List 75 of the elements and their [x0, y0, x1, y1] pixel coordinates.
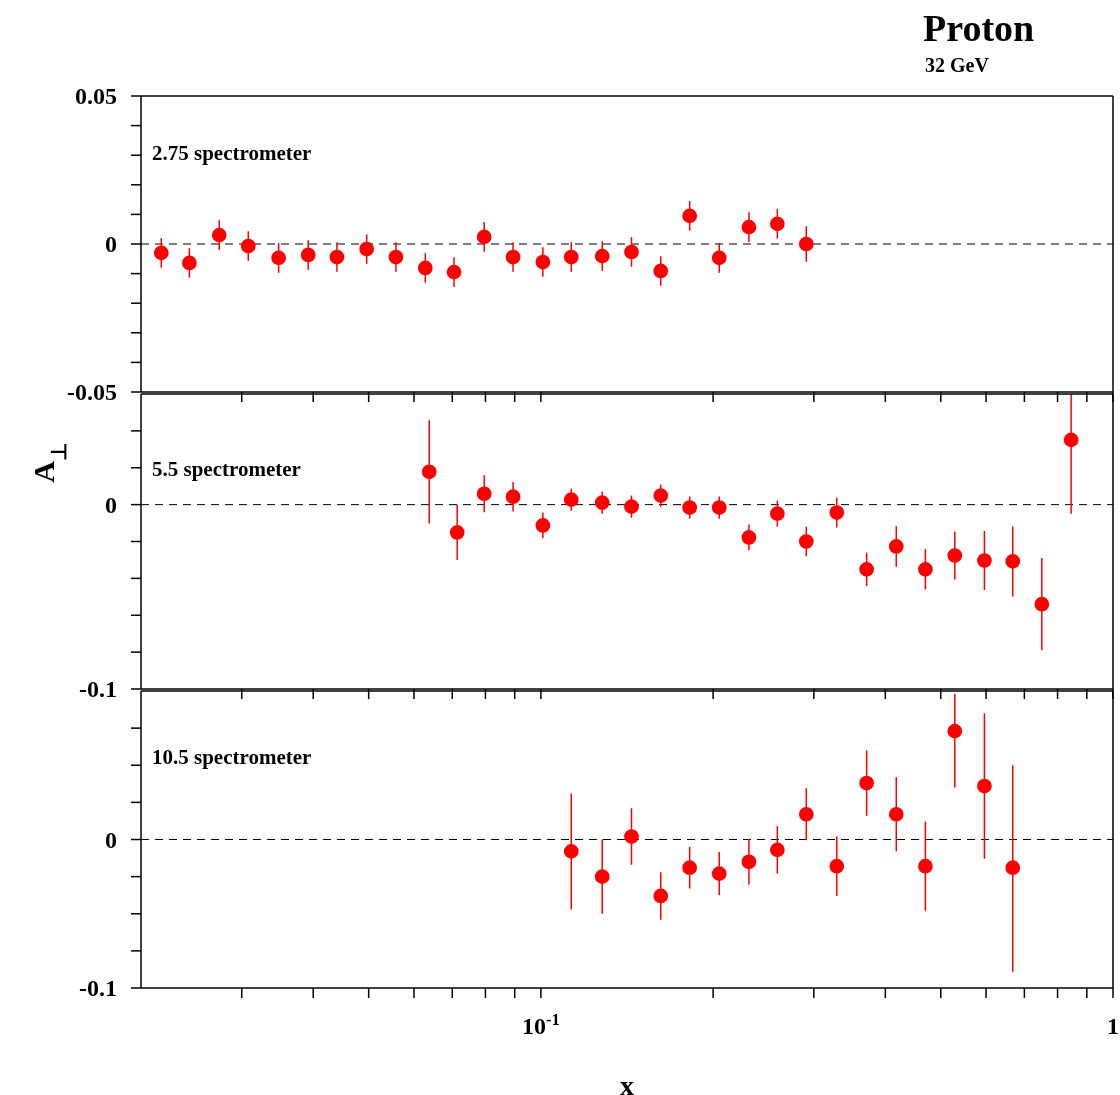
y-tick-label: 0	[105, 231, 117, 257]
point	[417, 260, 433, 276]
point	[888, 806, 904, 822]
chart-title: Proton	[923, 6, 1035, 50]
point	[711, 866, 727, 881]
point	[653, 888, 669, 904]
point	[653, 263, 669, 279]
point	[476, 486, 492, 502]
point	[741, 530, 757, 545]
point	[182, 255, 197, 271]
point	[977, 778, 992, 794]
point	[505, 249, 521, 265]
point	[329, 249, 345, 265]
point	[594, 248, 610, 264]
point	[888, 539, 904, 554]
point	[798, 534, 814, 549]
y-tick-label: -0.1	[79, 676, 117, 702]
point	[624, 829, 639, 844]
y-tick-label: -0.05	[67, 379, 117, 405]
point	[829, 505, 845, 520]
point	[153, 245, 169, 261]
point	[947, 723, 963, 739]
point	[1063, 432, 1079, 448]
point	[535, 254, 551, 270]
point	[682, 208, 698, 224]
point	[563, 844, 579, 859]
point	[741, 854, 757, 870]
point	[446, 264, 462, 280]
point	[240, 238, 256, 254]
y-tick-label: -0.1	[79, 975, 117, 1001]
point	[829, 858, 845, 874]
point	[653, 488, 669, 503]
annotation: 10.5 spectrometer	[152, 745, 312, 770]
point	[563, 492, 579, 507]
point	[682, 860, 698, 876]
point	[594, 869, 610, 884]
point	[563, 249, 579, 265]
annotation: 2.75 spectrometer	[152, 141, 312, 166]
point	[1005, 554, 1021, 569]
point	[211, 227, 227, 243]
point	[594, 495, 610, 510]
point	[624, 499, 639, 514]
point	[859, 775, 874, 791]
y-tick-label: 0	[105, 826, 117, 853]
x-tick-label: 1	[1107, 1013, 1119, 1039]
point	[359, 241, 375, 257]
point	[271, 250, 286, 266]
x-axis-title: x	[620, 1070, 634, 1095]
point	[624, 244, 639, 260]
point	[769, 842, 785, 858]
x-tick-label: 10$^{-1}$	[521, 1009, 560, 1039]
point	[918, 562, 933, 577]
y-tick-label: 0.05	[75, 83, 117, 109]
point	[711, 250, 727, 266]
point	[505, 489, 521, 505]
point	[918, 858, 933, 874]
point	[947, 548, 963, 563]
point	[769, 506, 785, 521]
point	[977, 553, 992, 568]
y-tick-label: 0	[105, 491, 117, 518]
point	[1005, 860, 1021, 876]
point	[476, 229, 492, 245]
annotation: 5.5 spectrometer	[152, 457, 301, 482]
point	[535, 518, 551, 533]
point	[798, 236, 814, 252]
point	[859, 562, 874, 577]
point	[711, 500, 727, 515]
point	[741, 219, 757, 235]
point	[798, 806, 814, 822]
point	[682, 500, 698, 515]
point	[769, 216, 785, 232]
chart-subtitle: 32 GeV	[925, 54, 989, 77]
point	[388, 249, 404, 265]
point	[300, 247, 316, 263]
point	[1034, 596, 1050, 612]
